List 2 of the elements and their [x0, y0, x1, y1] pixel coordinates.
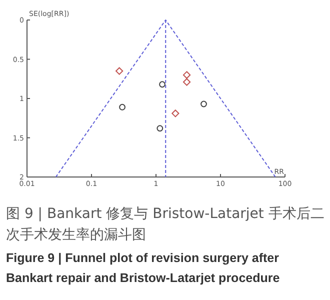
- text: 图 9 | Bankart 修复与 Bristow-Latarjet 手术后二次手术发生率的漏斗图: [6, 205, 326, 245]
- text: Figure 9 | Funnel plot of revision surgery after Bankart repair and Bristow-Latarjet procedure: [6, 250, 281, 287]
